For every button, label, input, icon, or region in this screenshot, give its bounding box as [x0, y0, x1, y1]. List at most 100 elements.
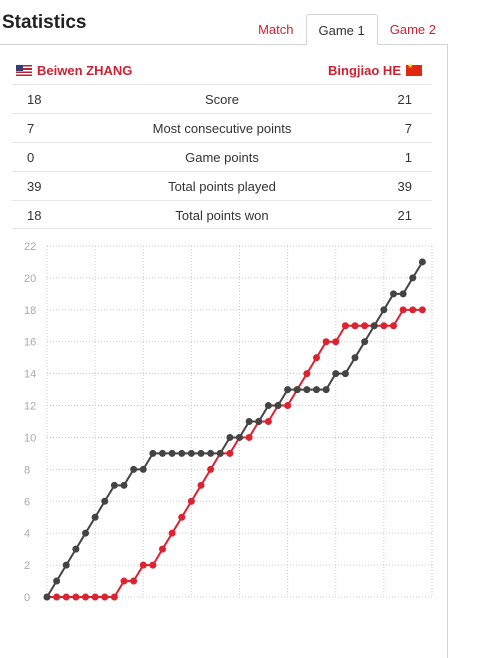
- data-point[interactable]: [216, 449, 224, 457]
- player-left: Beiwen ZHANG: [16, 63, 132, 78]
- page-title: Statistics: [2, 12, 87, 33]
- y-tick-label: 2: [24, 560, 30, 572]
- data-point[interactable]: [62, 593, 70, 601]
- data-point[interactable]: [313, 354, 320, 362]
- data-point[interactable]: [168, 529, 176, 537]
- stat-label: Game points: [185, 150, 259, 165]
- data-point[interactable]: [341, 370, 349, 378]
- stat-row-total-won: 18 Total points won 21: [12, 200, 432, 229]
- data-point[interactable]: [159, 449, 166, 457]
- data-point[interactable]: [284, 386, 292, 394]
- data-point[interactable]: [91, 593, 99, 601]
- data-point[interactable]: [409, 306, 417, 314]
- data-point[interactable]: [255, 418, 263, 425]
- data-point[interactable]: [264, 402, 272, 410]
- data-point[interactable]: [245, 418, 253, 425]
- stat-right-value: 21: [397, 92, 412, 107]
- data-point[interactable]: [91, 513, 99, 521]
- data-point[interactable]: [62, 561, 70, 569]
- data-point[interactable]: [399, 290, 407, 298]
- y-tick-label: 4: [24, 528, 30, 540]
- data-point[interactable]: [159, 545, 166, 553]
- data-point[interactable]: [351, 322, 359, 330]
- data-point[interactable]: [130, 465, 138, 473]
- data-point[interactable]: [409, 274, 417, 282]
- stat-label: Total points won: [175, 208, 269, 223]
- data-point[interactable]: [284, 402, 292, 410]
- data-point[interactable]: [149, 449, 157, 457]
- data-point[interactable]: [149, 561, 157, 569]
- data-point[interactable]: [236, 433, 243, 441]
- data-point[interactable]: [207, 465, 215, 473]
- data-point[interactable]: [72, 593, 80, 601]
- data-point[interactable]: [303, 370, 311, 378]
- series-line-right-player: [46, 261, 424, 598]
- y-tick-label: 6: [24, 496, 30, 508]
- data-point[interactable]: [130, 577, 138, 585]
- data-point[interactable]: [370, 322, 378, 330]
- score-progression-chart: 0 2 4 6 8 10 12 14 16 18 20 22: [24, 241, 433, 604]
- data-point[interactable]: [351, 354, 359, 362]
- data-point[interactable]: [361, 338, 369, 346]
- china-flag-icon: [406, 62, 422, 76]
- data-point[interactable]: [101, 497, 109, 505]
- data-point[interactable]: [399, 306, 407, 314]
- data-point[interactable]: [168, 449, 176, 457]
- data-point[interactable]: [53, 577, 61, 585]
- data-point[interactable]: [110, 593, 118, 601]
- data-point[interactable]: [43, 593, 51, 601]
- players-header: Beiwen ZHANG Bingjiao HE: [16, 62, 422, 81]
- tab-game-1[interactable]: Game 1: [305, 14, 378, 45]
- stat-right-value: 1: [404, 150, 412, 165]
- data-point[interactable]: [72, 545, 80, 553]
- data-point[interactable]: [322, 338, 330, 346]
- data-point[interactable]: [110, 481, 118, 489]
- data-point[interactable]: [197, 449, 205, 457]
- data-point[interactable]: [361, 322, 369, 330]
- tab-game-2[interactable]: Game 2: [389, 22, 436, 37]
- stat-left-value: 7: [27, 121, 35, 136]
- data-point[interactable]: [390, 290, 397, 298]
- stats-table: 18 Score 21 7 Most consecutive points 7 …: [12, 84, 432, 229]
- data-point[interactable]: [293, 386, 301, 394]
- statistics-panel: [0, 44, 448, 658]
- data-point[interactable]: [197, 481, 205, 489]
- data-point[interactable]: [380, 322, 388, 330]
- data-point[interactable]: [120, 481, 128, 489]
- data-point[interactable]: [139, 465, 147, 473]
- tab-match[interactable]: Match: [258, 22, 294, 37]
- data-point[interactable]: [53, 593, 61, 601]
- data-point[interactable]: [178, 513, 186, 521]
- data-point[interactable]: [178, 449, 186, 457]
- us-flag-icon: [16, 65, 32, 76]
- data-point[interactable]: [120, 577, 128, 585]
- stat-right-value: 21: [397, 208, 412, 223]
- data-point[interactable]: [226, 449, 234, 457]
- y-tick-label: 20: [24, 273, 36, 285]
- data-point[interactable]: [332, 338, 340, 346]
- data-point[interactable]: [82, 529, 89, 537]
- data-point[interactable]: [332, 370, 340, 378]
- stat-left-value: 18: [27, 208, 42, 223]
- data-point[interactable]: [226, 433, 234, 441]
- data-point[interactable]: [264, 418, 272, 425]
- data-point[interactable]: [139, 561, 147, 569]
- data-point[interactable]: [207, 449, 215, 457]
- data-point[interactable]: [390, 322, 397, 330]
- data-point[interactable]: [187, 449, 195, 457]
- data-point[interactable]: [82, 593, 89, 601]
- data-point[interactable]: [313, 386, 320, 394]
- data-point[interactable]: [341, 322, 349, 330]
- data-point[interactable]: [303, 386, 311, 394]
- data-point[interactable]: [274, 402, 282, 410]
- data-point[interactable]: [101, 593, 109, 601]
- game-tabs: Match Game 1 Game 2: [246, 14, 448, 45]
- data-point[interactable]: [418, 258, 426, 266]
- data-point[interactable]: [245, 433, 253, 441]
- data-point[interactable]: [187, 497, 195, 505]
- stat-left-value: 39: [27, 179, 42, 194]
- data-point[interactable]: [380, 306, 388, 314]
- data-point[interactable]: [322, 386, 330, 394]
- data-point[interactable]: [418, 306, 426, 314]
- stat-row-total-played: 39 Total points played 39: [12, 171, 432, 200]
